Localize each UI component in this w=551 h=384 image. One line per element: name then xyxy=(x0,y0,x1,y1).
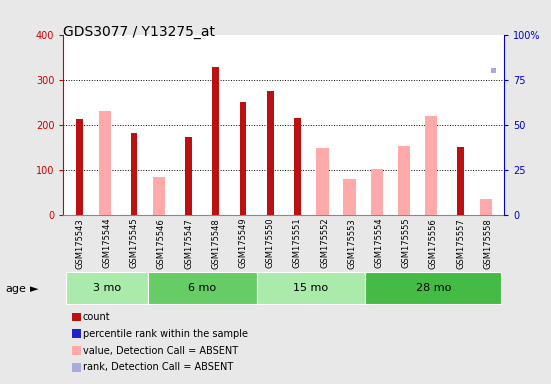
Bar xyxy=(398,146,410,215)
Bar xyxy=(425,116,437,215)
Bar xyxy=(153,177,165,215)
Text: GSM175549: GSM175549 xyxy=(239,218,247,268)
Text: GSM175557: GSM175557 xyxy=(456,218,465,268)
Text: GSM175544: GSM175544 xyxy=(102,218,111,268)
Text: GSM175551: GSM175551 xyxy=(293,218,302,268)
Text: GSM175556: GSM175556 xyxy=(429,218,438,268)
Bar xyxy=(240,102,246,215)
Text: GSM175554: GSM175554 xyxy=(375,218,383,268)
Text: rank, Detection Call = ABSENT: rank, Detection Call = ABSENT xyxy=(83,362,233,372)
Bar xyxy=(294,118,301,215)
Bar xyxy=(343,179,356,215)
Text: percentile rank within the sample: percentile rank within the sample xyxy=(83,329,247,339)
Bar xyxy=(257,273,365,303)
Text: GSM175550: GSM175550 xyxy=(266,218,274,268)
Text: GSM175546: GSM175546 xyxy=(157,218,166,268)
Bar xyxy=(479,199,492,215)
Bar xyxy=(77,119,83,215)
Bar xyxy=(131,133,138,215)
Bar xyxy=(165,7,170,12)
Text: GSM175558: GSM175558 xyxy=(483,218,493,268)
Bar xyxy=(212,67,219,215)
Bar xyxy=(457,147,464,215)
Bar xyxy=(66,273,148,303)
Bar xyxy=(267,91,273,215)
Bar xyxy=(99,111,111,215)
Text: count: count xyxy=(83,312,110,322)
Text: GSM175555: GSM175555 xyxy=(402,218,410,268)
Bar xyxy=(365,273,501,303)
Text: ►: ► xyxy=(30,284,39,294)
Bar xyxy=(491,68,496,73)
Text: GSM175552: GSM175552 xyxy=(320,218,329,268)
Text: value, Detection Call = ABSENT: value, Detection Call = ABSENT xyxy=(83,346,237,356)
Text: GSM175543: GSM175543 xyxy=(75,218,84,268)
Text: GSM175547: GSM175547 xyxy=(184,218,193,268)
Bar xyxy=(185,137,192,215)
Text: GSM175545: GSM175545 xyxy=(129,218,139,268)
Bar xyxy=(316,148,328,215)
Bar xyxy=(371,169,383,215)
Text: GSM175548: GSM175548 xyxy=(211,218,220,268)
Text: GSM175553: GSM175553 xyxy=(347,218,356,268)
Text: GDS3077 / Y13275_at: GDS3077 / Y13275_at xyxy=(63,25,215,39)
Text: age: age xyxy=(6,284,26,294)
Text: 28 mo: 28 mo xyxy=(416,283,451,293)
Bar xyxy=(355,7,360,12)
Bar xyxy=(148,273,257,303)
Text: 3 mo: 3 mo xyxy=(93,283,121,293)
Text: 6 mo: 6 mo xyxy=(188,283,216,293)
Text: 15 mo: 15 mo xyxy=(294,283,328,293)
